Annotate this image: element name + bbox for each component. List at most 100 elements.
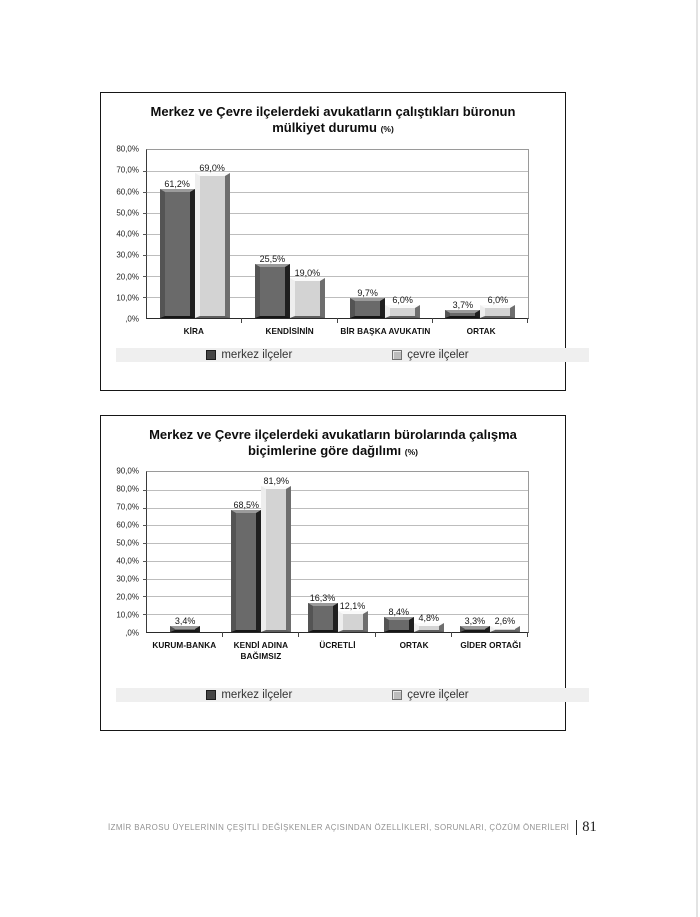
bar-merkez: 16,3% bbox=[307, 593, 338, 632]
legend-band bbox=[116, 688, 589, 702]
merkez-series-swatch-icon bbox=[206, 350, 217, 360]
y-tick-label: 40,0% bbox=[116, 229, 139, 239]
gridline bbox=[147, 507, 528, 509]
chart-title-unit: (%) bbox=[380, 123, 394, 134]
y-tick-mark bbox=[143, 507, 147, 509]
y-axis-labels: 80,0% 70,0% 60,0% 50,0% 40,0% 30,0% 20,0% 10,0%… bbox=[101, 145, 139, 324]
gridline bbox=[147, 255, 528, 256]
y-tick-label: 10,0% bbox=[116, 293, 139, 303]
gridline bbox=[147, 578, 528, 580]
bar-merkez: 8,4% bbox=[383, 607, 414, 632]
footer-divider bbox=[576, 820, 578, 835]
y-tick-mark bbox=[143, 525, 147, 527]
category-group: 8,4% 4,8% bbox=[376, 472, 453, 637]
y-tick-label: 20,0% bbox=[116, 272, 139, 281]
y-tick-label: 60,0% bbox=[116, 520, 139, 530]
y-tick-label: ,0% bbox=[125, 628, 139, 638]
bar-value-label: 81,9% bbox=[263, 476, 290, 487]
bar-value-label: 9,7% bbox=[357, 287, 378, 298]
chart-ownership-title: Merkez ve Çevre ilçelerdeki avukatların … bbox=[142, 104, 524, 136]
category-group: 61,2% 69,0% bbox=[147, 150, 243, 323]
y-tick-label: 40,0% bbox=[116, 556, 139, 566]
gridline bbox=[147, 560, 528, 562]
y-axis-labels: 90,0% 80,0% 70,0% 60,0% 50,0% 40,0% 30,0% 20,0%… bbox=[101, 467, 139, 638]
legend: merkez ilçeler çevre ilçeler bbox=[116, 686, 589, 704]
legend-band bbox=[116, 348, 589, 362]
bar-merkez: 25,5% bbox=[254, 254, 290, 318]
y-tick-label: 50,0% bbox=[116, 208, 139, 218]
bar-value-label: 6,0% bbox=[487, 295, 509, 306]
gridline bbox=[147, 213, 528, 214]
bar-cevre: 12,1% bbox=[337, 601, 368, 632]
bar-merkez: 61,2% bbox=[159, 179, 195, 318]
y-tick-label: 20,0% bbox=[116, 592, 139, 602]
x-axis-labels: KURUM-BANKA KENDİ ADINA BAĞIMSIZ ÜCRETLİ OR… bbox=[146, 640, 529, 662]
legend-item-cevre: çevre ilçeler bbox=[392, 349, 469, 361]
merkez-series-swatch-icon bbox=[206, 690, 217, 700]
bar-merkez: 68,5% bbox=[231, 500, 262, 632]
y-tick-mark bbox=[143, 192, 147, 193]
y-tick-mark bbox=[143, 213, 147, 214]
category-label: KİRA bbox=[183, 327, 205, 336]
y-tick-mark bbox=[143, 171, 147, 172]
y-tick-mark bbox=[143, 560, 147, 562]
gridline bbox=[147, 525, 528, 527]
bar-value-label: 61,2% bbox=[164, 179, 190, 190]
y-tick-label: ,0% bbox=[125, 314, 139, 324]
category-label: BİR BAŞKA AVUKATIN bbox=[340, 327, 431, 336]
plot-area: 3,4% 68,5% 81,9% 16,3% 12,1% 8,4% 4,8% 3,3% 2,6% bbox=[143, 471, 529, 637]
bar-cevre: 2,6% bbox=[489, 616, 520, 632]
legend-item-merkez: merkez ilçeler bbox=[206, 689, 292, 701]
bar-cevre: 69,0% bbox=[194, 163, 230, 318]
bar-merkez: 3,7% bbox=[445, 300, 481, 318]
bar-value-label: 8,4% bbox=[388, 607, 409, 618]
bar-value-label: 2,6% bbox=[494, 616, 516, 626]
chart-working-style-box: Merkez ve Çevre ilçelerdeki avukatların … bbox=[100, 415, 589, 731]
y-tick-mark bbox=[143, 614, 147, 616]
y-tick-label: 50,0% bbox=[116, 538, 139, 548]
plot-wrap: 80,0% 70,0% 60,0% 50,0% 40,0% 30,0% 20,0% 10,0%… bbox=[116, 145, 529, 324]
category-label: KENDİSİNİN bbox=[265, 327, 314, 336]
chart-ownership-box: Merkez ve Çevre ilçelerdeki avukatların … bbox=[100, 92, 589, 391]
bar-cevre: 19,0% bbox=[289, 268, 325, 318]
y-tick-mark bbox=[143, 578, 147, 580]
gridline bbox=[147, 234, 528, 235]
category-group: 9,7% 6,0% bbox=[338, 150, 434, 323]
cevre-series-swatch-icon bbox=[392, 350, 403, 360]
legend-item-merkez: merkez ilçeler bbox=[206, 349, 292, 361]
y-tick-label: 90,0% bbox=[116, 466, 139, 476]
y-tick-label: 10,0% bbox=[116, 610, 139, 620]
plot-area: 61,2% 69,0% 25,5% 19,0% 9,7% 6,0% 3,7% 6,0% bbox=[143, 149, 529, 323]
gridline bbox=[147, 297, 528, 298]
bar-value-label: 25,5% bbox=[259, 254, 286, 265]
chart-title-text: Merkez ve Çevre ilçelerdeki avukatların … bbox=[150, 104, 516, 135]
y-tick-label: 80,0% bbox=[116, 144, 139, 154]
gridline bbox=[147, 596, 528, 598]
legend-label: merkez ilçeler bbox=[221, 349, 293, 361]
legend-label: çevre ilçeler bbox=[407, 349, 469, 361]
bar-value-label: 69,0% bbox=[199, 163, 225, 174]
category-group: 16,3% 12,1% bbox=[299, 472, 376, 637]
category-label: GİDER ORTAĞI bbox=[460, 641, 521, 650]
bar-groups: 61,2% 69,0% 25,5% 19,0% 9,7% 6,0% 3,7% 6,0% bbox=[147, 150, 529, 323]
gridline bbox=[147, 171, 528, 172]
y-tick-mark bbox=[143, 276, 147, 277]
legend-label: merkez ilçeler bbox=[221, 689, 293, 701]
legend-item-cevre: çevre ilçeler bbox=[392, 689, 469, 701]
category-group: 25,5% 19,0% bbox=[242, 150, 338, 323]
bar-merkez: 3,3% bbox=[459, 616, 490, 632]
gridline bbox=[147, 192, 528, 193]
chart-working-style-title: Merkez ve Çevre ilçelerdeki avukatların … bbox=[142, 427, 524, 459]
bar-value-label: 4,8% bbox=[418, 613, 439, 624]
page-number: 81 bbox=[582, 819, 597, 835]
bar-cevre: 81,9% bbox=[261, 476, 292, 632]
category-label: ORTAK bbox=[466, 327, 496, 336]
plot-wrap: 90,0% 80,0% 70,0% 60,0% 50,0% 40,0% 30,0% 20,0%… bbox=[116, 467, 529, 638]
bar-cevre: 6,0% bbox=[480, 295, 516, 318]
bar-value-label: 68,5% bbox=[233, 500, 260, 511]
category-label: ORTAK bbox=[399, 641, 429, 650]
y-tick-mark bbox=[143, 596, 147, 598]
chart-title-text: Merkez ve Çevre ilçelerdeki avukatların … bbox=[149, 427, 517, 458]
y-tick-mark bbox=[143, 489, 147, 491]
